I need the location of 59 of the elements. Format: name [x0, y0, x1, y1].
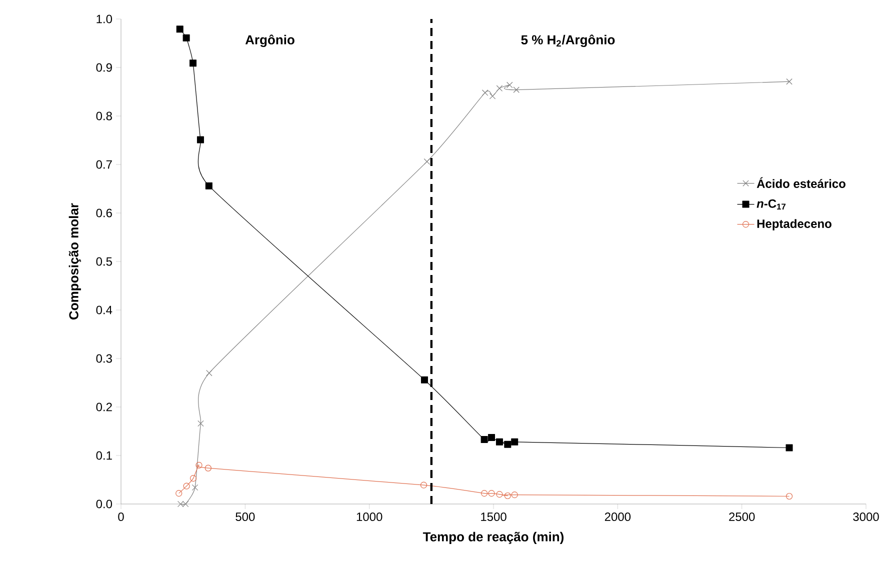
y-tick-label: 0.3	[96, 354, 112, 363]
y-tick-label: 0.4	[96, 306, 112, 314]
x-tick-label: 2500	[729, 512, 755, 522]
point	[190, 474, 197, 482]
point	[504, 492, 511, 500]
x-tick-label: 3000	[853, 512, 879, 522]
y-tick-label: 0.2	[96, 402, 112, 412]
point	[496, 491, 503, 498]
point	[481, 490, 488, 497]
point	[489, 92, 496, 100]
point	[176, 490, 182, 497]
point	[205, 182, 212, 190]
point	[488, 434, 496, 442]
point	[511, 438, 518, 446]
point	[204, 464, 212, 472]
point	[420, 376, 428, 384]
point	[480, 436, 488, 443]
y-tick-label: 0.5	[96, 257, 112, 266]
x-tick-label: 500	[236, 512, 255, 522]
x-tick-label: 2000	[604, 512, 631, 522]
y-tick-label: 0.9	[96, 63, 112, 72]
point	[198, 420, 204, 427]
annotation: Argônio	[245, 34, 294, 48]
point	[183, 482, 190, 490]
legend-label: Ácido esteárico	[756, 177, 846, 188]
point	[206, 370, 212, 376]
y-tick-label: 1.0	[96, 14, 112, 24]
point	[786, 444, 793, 452]
point	[496, 85, 503, 92]
point	[506, 82, 513, 88]
point	[424, 158, 430, 165]
annotation: 5 % H$_{2}$/Argônio	[521, 34, 615, 48]
point	[420, 482, 428, 488]
x-tick-label: 1000	[356, 512, 382, 522]
legend-label: n-C$_{17}$	[756, 199, 786, 210]
x-tick-label: 0	[118, 512, 124, 522]
point	[511, 491, 518, 498]
point	[786, 78, 792, 85]
point	[786, 492, 793, 500]
point	[176, 26, 184, 33]
point	[513, 86, 520, 93]
point	[488, 490, 495, 497]
point	[182, 34, 190, 42]
point	[196, 462, 202, 468]
y-tick-label: 0.8	[96, 112, 112, 120]
y-tick-label: 0.1	[96, 451, 112, 460]
point	[192, 484, 198, 491]
point	[504, 440, 512, 448]
y-tick-label: 0.7	[96, 160, 112, 169]
y-axis-title: Composição molar	[68, 203, 81, 320]
legend-label: Heptadeceno	[757, 219, 832, 230]
y-tick-label: 0.0	[96, 500, 112, 508]
x-tick-label: 1500	[481, 512, 506, 522]
x-axis-title: Tempo de reação (min)	[422, 532, 564, 544]
point	[190, 60, 197, 67]
point	[482, 90, 488, 96]
y-tick-label: 0.6	[96, 208, 112, 218]
point	[196, 136, 204, 144]
point	[496, 438, 503, 446]
